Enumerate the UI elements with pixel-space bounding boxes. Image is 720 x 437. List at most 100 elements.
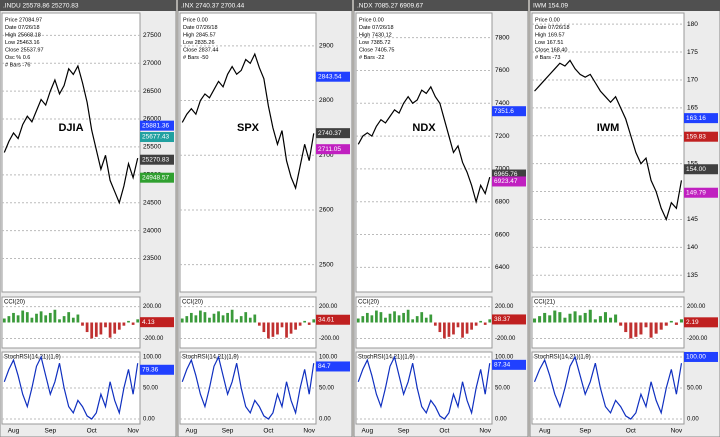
cci-bar xyxy=(649,322,653,338)
cci-bar xyxy=(639,322,643,335)
price-tag-text: 6965.76 xyxy=(494,171,518,178)
y-tick-label: 2900 xyxy=(319,43,334,50)
price-pane xyxy=(179,12,317,293)
y-tick-label: 175 xyxy=(687,49,698,56)
x-tick-label: Sep xyxy=(398,428,410,435)
cci-bar xyxy=(99,322,103,335)
cci-bar xyxy=(208,317,211,323)
cci-bar xyxy=(415,316,419,323)
cci-bar xyxy=(406,309,410,323)
cci-tag-box xyxy=(684,317,718,328)
cci-bar xyxy=(136,319,140,323)
cci-bar xyxy=(262,322,266,333)
price-tag-box xyxy=(316,128,350,139)
cci-bar xyxy=(35,313,38,323)
cci-bar xyxy=(85,322,89,333)
cci-tick-label: -200.00 xyxy=(143,336,164,342)
cci-bar xyxy=(76,314,80,323)
price-tag-box xyxy=(492,176,526,187)
cci-label: CCI(20) xyxy=(182,300,203,306)
cci-tick-label: -200.00 xyxy=(687,336,708,342)
info-text: Close 168.40 xyxy=(535,47,567,53)
info-text: Low 167.51 xyxy=(535,40,563,46)
price-tag-text: 159.83 xyxy=(686,133,706,140)
price-tag-text: 149.79 xyxy=(686,189,706,196)
cci-tick-label: 200.00 xyxy=(143,304,162,310)
info-text: High 7430.12 xyxy=(359,32,392,38)
cci-bar xyxy=(127,320,130,323)
cci-tick-label: 200.00 xyxy=(319,304,338,310)
y-tick-label: 2500 xyxy=(319,261,334,268)
cci-bar xyxy=(479,320,483,323)
stoch-tick-label: 50.00 xyxy=(495,386,511,392)
y-tick-label: 27000 xyxy=(143,60,161,67)
cci-bar xyxy=(429,314,433,323)
cci-bar xyxy=(90,322,94,339)
cci-tick-label: 200.00 xyxy=(495,304,514,310)
info-text: Low 25463.16 xyxy=(5,40,40,46)
price-pane xyxy=(1,12,141,293)
cci-bar xyxy=(194,315,198,323)
cci-bar xyxy=(558,312,562,323)
chart-title: DJIA xyxy=(58,122,83,134)
cci-bar xyxy=(538,316,542,323)
cci-bar xyxy=(44,315,48,323)
cci-bar xyxy=(624,322,628,333)
cci-bar xyxy=(7,316,11,323)
cci-bar xyxy=(271,322,275,337)
header-bar xyxy=(178,0,352,11)
y-tick-label: 7600 xyxy=(495,67,510,74)
x-tick-label: Aug xyxy=(362,428,374,435)
stoch-tag-text: 79.36 xyxy=(142,366,159,373)
info-text: Osc % 0.6 xyxy=(5,55,30,61)
cci-bar xyxy=(543,312,547,323)
cci-bar xyxy=(203,312,207,323)
y-tick-label: 6600 xyxy=(495,231,510,238)
stoch-tag-text: 100.00 xyxy=(686,354,706,361)
cci-bar xyxy=(71,317,75,323)
cci-bar xyxy=(438,322,442,333)
cci-bar xyxy=(563,317,567,323)
cci-bar xyxy=(298,322,302,326)
cci-bar xyxy=(674,322,678,325)
cci-bar xyxy=(634,322,638,337)
chart-title: IWM xyxy=(597,122,620,134)
info-text: High 25668.18 xyxy=(5,32,41,38)
cci-bar xyxy=(21,310,25,323)
cci-bar xyxy=(289,322,293,334)
cci-bar xyxy=(257,322,261,326)
cci-bar xyxy=(397,315,401,323)
header-text: .INX 2740.37 2700.44 xyxy=(181,3,245,10)
cci-bar xyxy=(578,315,582,323)
y-tick-label: 7000 xyxy=(495,166,510,173)
info-text: # Bars -76 xyxy=(5,62,30,68)
cci-label: CCI(21) xyxy=(534,300,555,306)
stoch-tick-label: 50.00 xyxy=(143,386,159,392)
stoch-tag-text: 87.34 xyxy=(494,362,511,369)
cci-bar xyxy=(384,317,387,323)
info-text: Close 25537.97 xyxy=(5,47,44,53)
cci-bar xyxy=(365,312,369,323)
info-text: Date 07/26/18 xyxy=(183,25,218,31)
price-tag-box xyxy=(684,164,718,175)
cci-pane xyxy=(179,296,317,349)
y-tick-label: 145 xyxy=(687,216,698,223)
x-tick-label: Aug xyxy=(539,428,551,435)
info-text: Price 27084.97 xyxy=(5,17,42,23)
info-text: Date 07/26/18 xyxy=(359,25,394,31)
y-tick-label: 7200 xyxy=(495,133,510,140)
stoch-line xyxy=(533,355,683,420)
cci-bar xyxy=(239,316,243,323)
header-bar xyxy=(354,0,528,11)
cci-bar xyxy=(456,322,460,328)
cci-bar xyxy=(48,312,52,323)
cci-tag-text: 4.13 xyxy=(142,319,155,326)
price-pane xyxy=(531,12,685,293)
info-text: High 169.57 xyxy=(535,32,565,38)
y-tick-label: 24500 xyxy=(143,199,161,206)
price-tag-box xyxy=(684,131,718,142)
cci-bar xyxy=(375,310,378,323)
info-text: # Bars -73 xyxy=(535,55,560,61)
cci-bar xyxy=(370,315,374,323)
